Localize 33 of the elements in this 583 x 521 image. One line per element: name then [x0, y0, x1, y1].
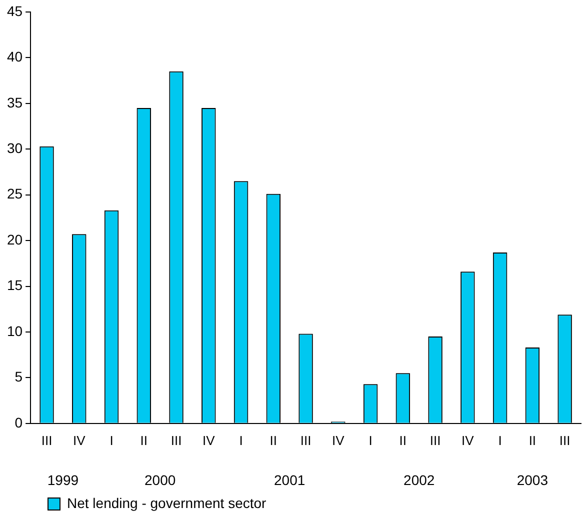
- y-tick-label: 45: [6, 2, 23, 19]
- y-tick-label: 0: [14, 414, 23, 430]
- y-tick-label: 25: [6, 186, 23, 202]
- x-tick-label: IV: [202, 432, 216, 448]
- x-tick-label: I: [498, 432, 502, 448]
- x-tick-label: IV: [72, 432, 86, 448]
- x-tick-label: III: [170, 432, 182, 448]
- x-tick-label: II: [140, 432, 148, 448]
- x-tick-label: III: [430, 432, 441, 448]
- x-tick-label: IV: [462, 432, 474, 448]
- x-tick-label: II: [399, 432, 407, 448]
- x-tick-label: II: [270, 432, 278, 448]
- text: 2003: [516, 472, 548, 488]
- y-tick-label: 35: [6, 94, 23, 110]
- x-tick-label: I: [368, 432, 372, 448]
- x-tick-label: I: [239, 432, 243, 448]
- text: 2002: [404, 472, 435, 488]
- text: 1999: [47, 472, 79, 488]
- x-tick-label: IV: [332, 432, 345, 448]
- y-tick-label: 5: [14, 368, 23, 385]
- y-tick-label: 40: [6, 48, 23, 65]
- x-tick-label: III: [559, 432, 570, 448]
- x-tick-label: III: [300, 432, 312, 448]
- x-tick-label: I: [110, 432, 114, 448]
- text: 2001: [274, 472, 306, 488]
- text: 2000: [144, 472, 176, 488]
- y-tick-label: 15: [6, 277, 23, 294]
- x-tick-label: II: [528, 432, 536, 448]
- x-tick-label: III: [41, 432, 52, 448]
- legend-label: Net lending - government sector: [67, 494, 267, 511]
- y-tick-label: 20: [6, 231, 23, 248]
- y-tick-label: 30: [6, 140, 23, 156]
- y-tick-label: 10: [6, 322, 23, 339]
